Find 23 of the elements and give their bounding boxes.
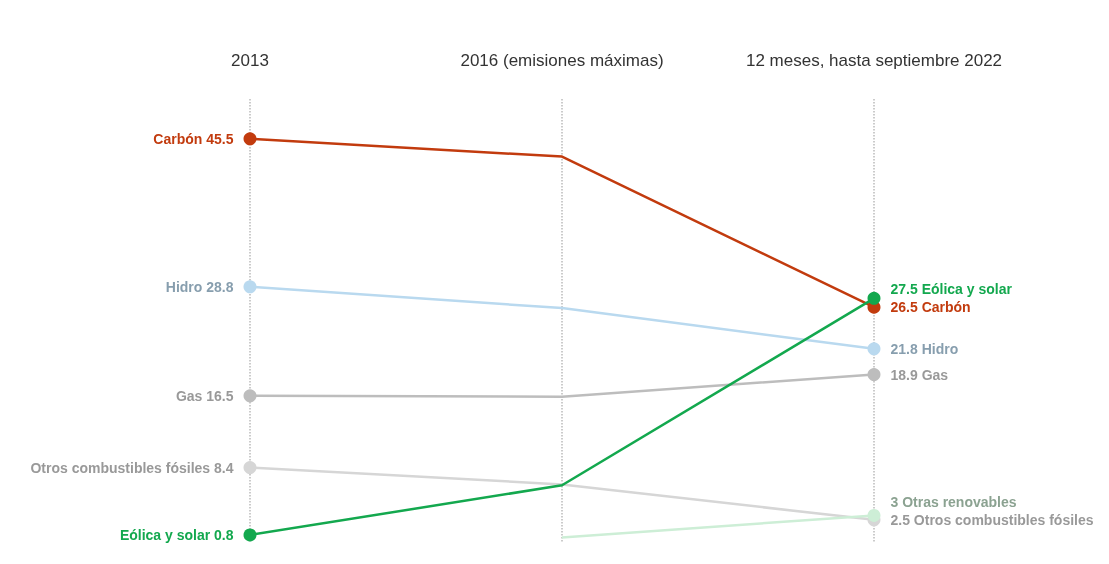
data-label: Otros combustibles fósiles 8.4 — [30, 459, 234, 476]
data-label: Gas 16.5 — [175, 387, 234, 404]
point — [867, 342, 881, 356]
x-tick-label: 2013 — [231, 51, 269, 70]
data-label: 26.5 Carbón — [890, 299, 971, 316]
data-label: 27.5 Eólica y solar — [890, 281, 1013, 298]
data-label: Eólica y solar 0.8 — [119, 526, 234, 543]
x-tick-label: 2016 (emisiones máximas) — [460, 51, 664, 70]
data-label: Carbón 45.5 — [153, 130, 234, 147]
data-label: 2.5 Otros combustibles fósiles — [890, 511, 1094, 528]
data-label: 18.9 Gas — [890, 366, 949, 383]
point — [867, 291, 881, 305]
point — [243, 280, 257, 294]
data-label: Hidro 28.8 — [165, 278, 234, 295]
point — [243, 132, 257, 146]
data-label: 3 Otras renovables — [890, 493, 1017, 510]
data-label: 21.8 Hidro — [890, 340, 959, 357]
point — [867, 368, 881, 382]
point — [243, 389, 257, 403]
point — [243, 461, 257, 475]
x-tick-label: 12 meses, hasta septiembre 2022 — [745, 51, 1003, 70]
point — [867, 508, 881, 522]
point — [243, 528, 257, 542]
